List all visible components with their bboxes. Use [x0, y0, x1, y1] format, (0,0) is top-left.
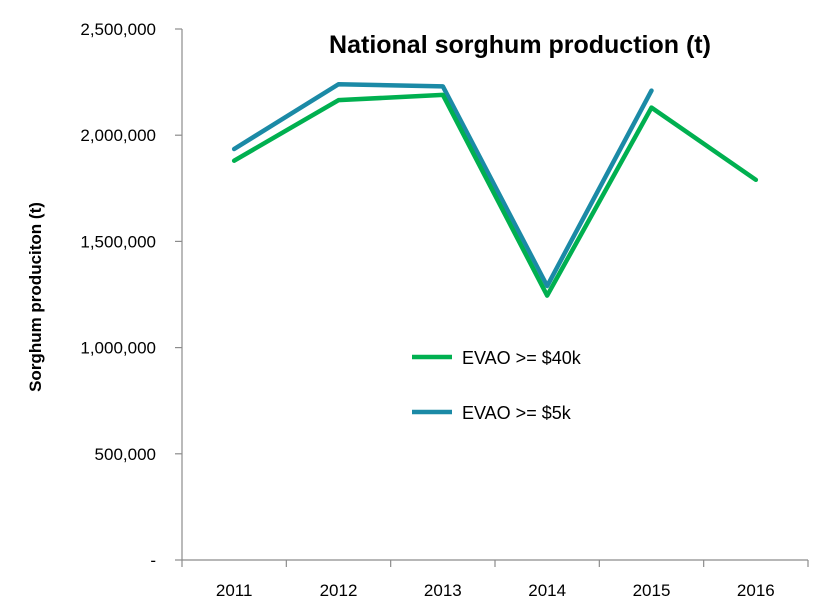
y-tick-label: 2,500,000: [80, 20, 156, 39]
y-axis-ticks: - 500,000 1,000,000 1,500,000 2,000,000 2,500…: [80, 20, 182, 570]
y-tick-label: 2,000,000: [80, 126, 156, 145]
series-line-evao-5k: [231, 81, 654, 289]
series-line-evao-40k: [231, 92, 759, 298]
series-lines: [231, 81, 759, 298]
x-tick-label: 2015: [633, 581, 671, 600]
x-tick-label: 2014: [528, 581, 566, 600]
y-tick-label: 1,000,000: [80, 339, 156, 358]
x-tick-label: 2012: [320, 581, 358, 600]
y-tick-label: 1,500,000: [80, 232, 156, 251]
x-axis-ticks: 2011 2012 2013 2014 2015 2016: [181, 560, 809, 600]
y-tick-label: 500,000: [95, 445, 156, 464]
y-axis-label: Sorghum produciton (t): [26, 202, 45, 392]
x-tick-label: 2013: [424, 581, 462, 600]
legend-label: EVAO >= $5k: [462, 403, 572, 423]
legend-label: EVAO >= $40k: [462, 348, 582, 368]
x-tick-label: 2011: [216, 581, 253, 600]
x-tick-label: 2016: [737, 581, 775, 600]
chart-title: National sorghum production (t): [329, 31, 711, 59]
y-tick-label: -: [150, 551, 156, 570]
legend: EVAO >= $40k EVAO >= $5k: [412, 348, 582, 423]
